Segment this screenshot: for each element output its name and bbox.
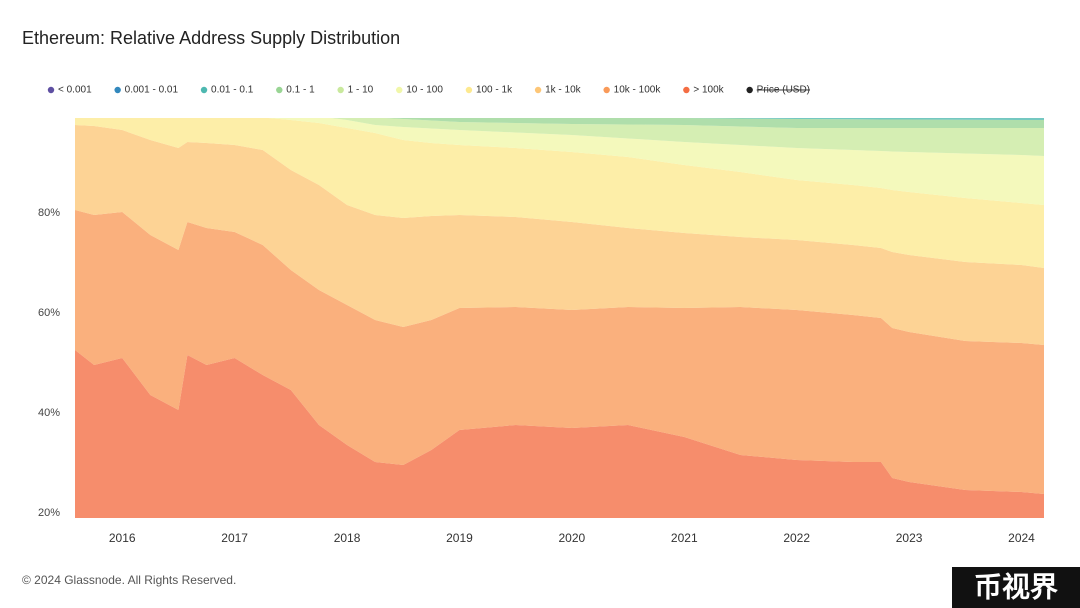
legend-marker [396, 86, 403, 94]
x-tick-label: 2020 [559, 531, 586, 545]
legend-label: < 0.001 [58, 85, 92, 96]
legend-label: 0.001 - 0.01 [125, 85, 179, 96]
legend-marker [603, 86, 610, 94]
legend-marker [114, 86, 121, 94]
footer: © 2024 Glassnode. All Rights Reserved. [22, 573, 236, 587]
y-tick-label: 60% [38, 307, 60, 319]
x-tick-label: 2023 [896, 531, 923, 545]
legend-label: 10 - 100 [406, 85, 443, 96]
legend-label: Price (USD) [757, 85, 810, 96]
area [75, 113, 1044, 117]
area [330, 118, 1044, 156]
y-tick-label: 20% [38, 507, 60, 519]
x-tick-label: 2021 [671, 531, 698, 545]
legend-marker [534, 86, 542, 94]
area [268, 118, 1044, 205]
area [75, 125, 1044, 345]
y-tick-label: 40% [38, 407, 60, 419]
legend-label: 1k - 10k [545, 85, 582, 96]
legend-marker [337, 86, 344, 94]
chart-title: Ethereum: Relative Address Supply Distri… [22, 28, 400, 48]
x-tick-label: 2016 [109, 531, 136, 545]
area [75, 350, 1044, 518]
y-tick-label: 80% [38, 207, 60, 219]
area [75, 210, 1044, 494]
plot-area [75, 113, 1044, 518]
legend-marker [276, 86, 283, 94]
legend-label: 100 - 1k [476, 85, 513, 96]
legend-label: 1 - 10 [348, 85, 374, 96]
watermark: 币视界 [974, 571, 1058, 602]
watermark-box [952, 567, 1080, 608]
x-tick-label: 2022 [783, 531, 810, 545]
x-tick-label: 2018 [334, 531, 361, 545]
legend-label: 10k - 100k [614, 85, 662, 96]
legend-marker [200, 86, 208, 94]
legend-marker [683, 86, 690, 94]
legend-marker [47, 86, 55, 94]
area [75, 113, 1044, 115]
area [384, 118, 1044, 128]
area [684, 118, 1044, 120]
x-tick-label: 2024 [1008, 531, 1035, 545]
x-tick-label: 2017 [221, 531, 248, 545]
legend-label: 0.01 - 0.1 [211, 85, 254, 96]
area [75, 118, 1044, 268]
legend-marker [465, 86, 473, 94]
legend: < 0.001 0.001 - 0.01 0.01 - 0.1 0.1 - 1 1 - … [47, 85, 810, 96]
legend-label: 0.1 - 1 [286, 85, 315, 96]
legend-label: > 100k [693, 85, 724, 96]
legend-marker [746, 86, 753, 94]
x-tick-label: 2019 [446, 531, 473, 545]
